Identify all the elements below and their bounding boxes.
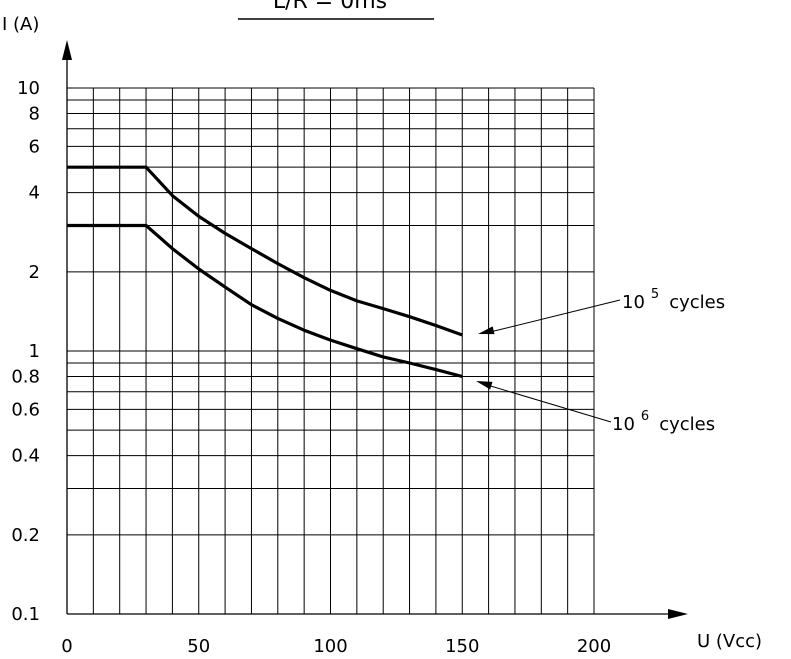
series-line-2	[67, 223, 463, 379]
y-tick-label: 10	[17, 78, 40, 99]
x-tick-label: 50	[187, 636, 210, 657]
y-tick-label: 0.1	[11, 604, 40, 625]
annotations: 10 5 cycles 10 6 cycles	[476, 287, 725, 435]
tick-labels: 0 50 100 150 200 0.1 0.2 0.4 0.6 0.8 1 2 4 6 8 10	[11, 78, 611, 657]
annotation-leader-line	[483, 383, 612, 423]
y-tick-label: 8	[29, 103, 40, 124]
chart-title: L/R = 0ms	[273, 0, 387, 14]
y-tick-label: 2	[29, 262, 40, 283]
annotation-leader-line	[485, 299, 621, 334]
y-tick-label: 0.4	[11, 446, 40, 467]
x-tick-label: 200	[577, 636, 611, 657]
x-tick-label: 100	[313, 636, 347, 657]
y-axis-arrow	[62, 40, 72, 60]
y-tick-label: 0.2	[11, 525, 40, 546]
x-axis-arrow	[668, 609, 688, 619]
annotation-arrow-head	[478, 326, 495, 335]
y-tick-label: 0.8	[11, 366, 40, 387]
y-axis-title: I (A)	[2, 14, 39, 35]
series-label-2: 10 6 cycles	[612, 409, 715, 435]
annotation-arrow-head	[476, 381, 493, 390]
y-tick-label: 6	[29, 136, 40, 157]
x-axis-title: U (Vcc)	[697, 631, 762, 652]
grid	[67, 87, 595, 615]
y-tick-label: 1	[29, 341, 40, 362]
series-lines	[67, 165, 463, 379]
y-tick-label: 4	[29, 183, 40, 204]
x-tick-label: 0	[61, 636, 72, 657]
series-label-1: 10 5 cycles	[622, 287, 725, 313]
x-tick-label: 150	[445, 636, 479, 657]
axes	[62, 40, 688, 619]
series-line-1	[67, 165, 463, 337]
y-tick-label: 0.6	[11, 399, 40, 420]
